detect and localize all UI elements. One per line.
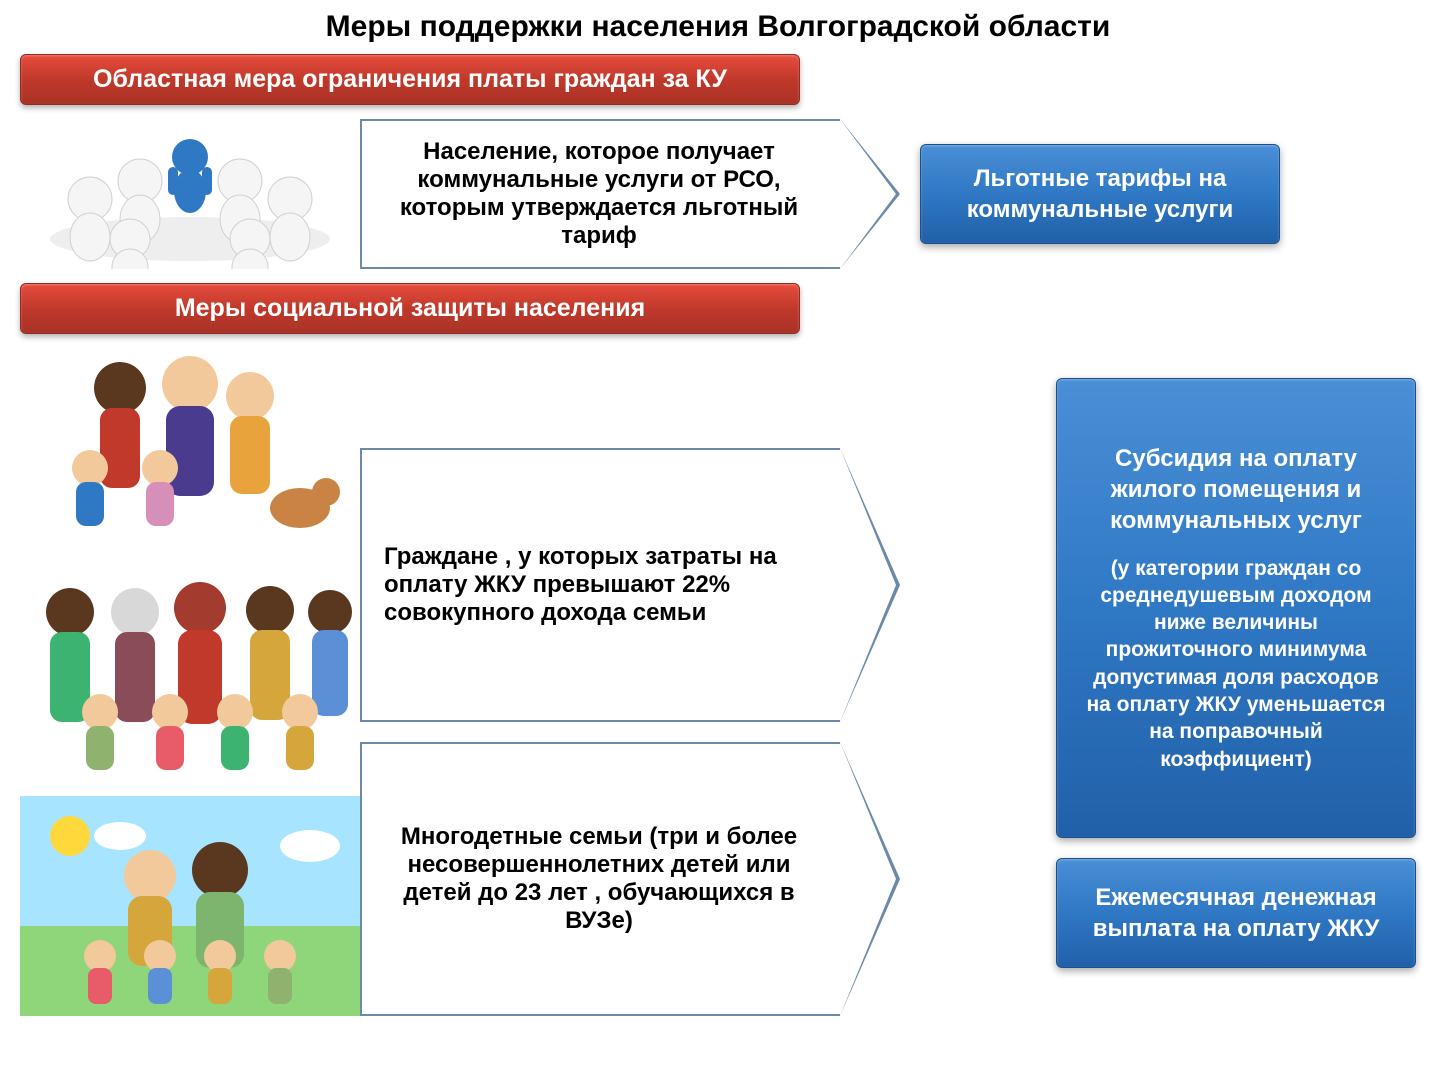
section1-arrow-text: Население, которое получает коммунальные…: [384, 138, 814, 250]
section2-blue2-title: Ежемесячная денежная выплата на оплату Ж…: [1079, 882, 1393, 944]
section2-body: Граждане , у которых затраты на оплату Ж…: [20, 348, 1416, 1016]
family-with-pets-icon: [20, 348, 360, 548]
section1-row: Население, которое получает коммунальные…: [20, 119, 1416, 269]
section2-blue1-subtitle: (у категории граждан со среднедушевым до…: [1079, 555, 1393, 773]
section1-header: Областная мера ограничения платы граждан…: [20, 54, 800, 105]
section2-arrow2-text: Многодетные семьи (три и более несоверше…: [384, 823, 814, 935]
section1-blue-title: Льготные тарифы на коммунальные услуги: [943, 163, 1257, 225]
circle-of-people-icon: [20, 119, 360, 269]
section2-blue1-title: Субсидия на оплату жилого помещения и ко…: [1079, 443, 1393, 537]
section1-arrow-box: Население, которое получает коммунальные…: [360, 119, 840, 269]
family-outdoors-icon: [20, 796, 360, 1016]
section1-blue-box: Льготные тарифы на коммунальные услуги: [920, 144, 1280, 244]
section2-arrow1-text: Граждане , у которых затраты на оплату Ж…: [384, 543, 814, 627]
page-title: Меры поддержки населения Волгоградской о…: [20, 10, 1416, 44]
section2-blue-box-1: Субсидия на оплату жилого помещения и ко…: [1056, 378, 1416, 838]
section2-arrow-box-1: Граждане , у которых затраты на оплату Ж…: [360, 448, 840, 722]
large-family-group-icon: [20, 562, 360, 782]
section2-blue-box-2: Ежемесячная денежная выплата на оплату Ж…: [1056, 858, 1416, 968]
section2-arrow-box-2: Многодетные семьи (три и более несоверше…: [360, 742, 840, 1016]
section2-header: Меры социальной защиты населения: [20, 283, 800, 334]
